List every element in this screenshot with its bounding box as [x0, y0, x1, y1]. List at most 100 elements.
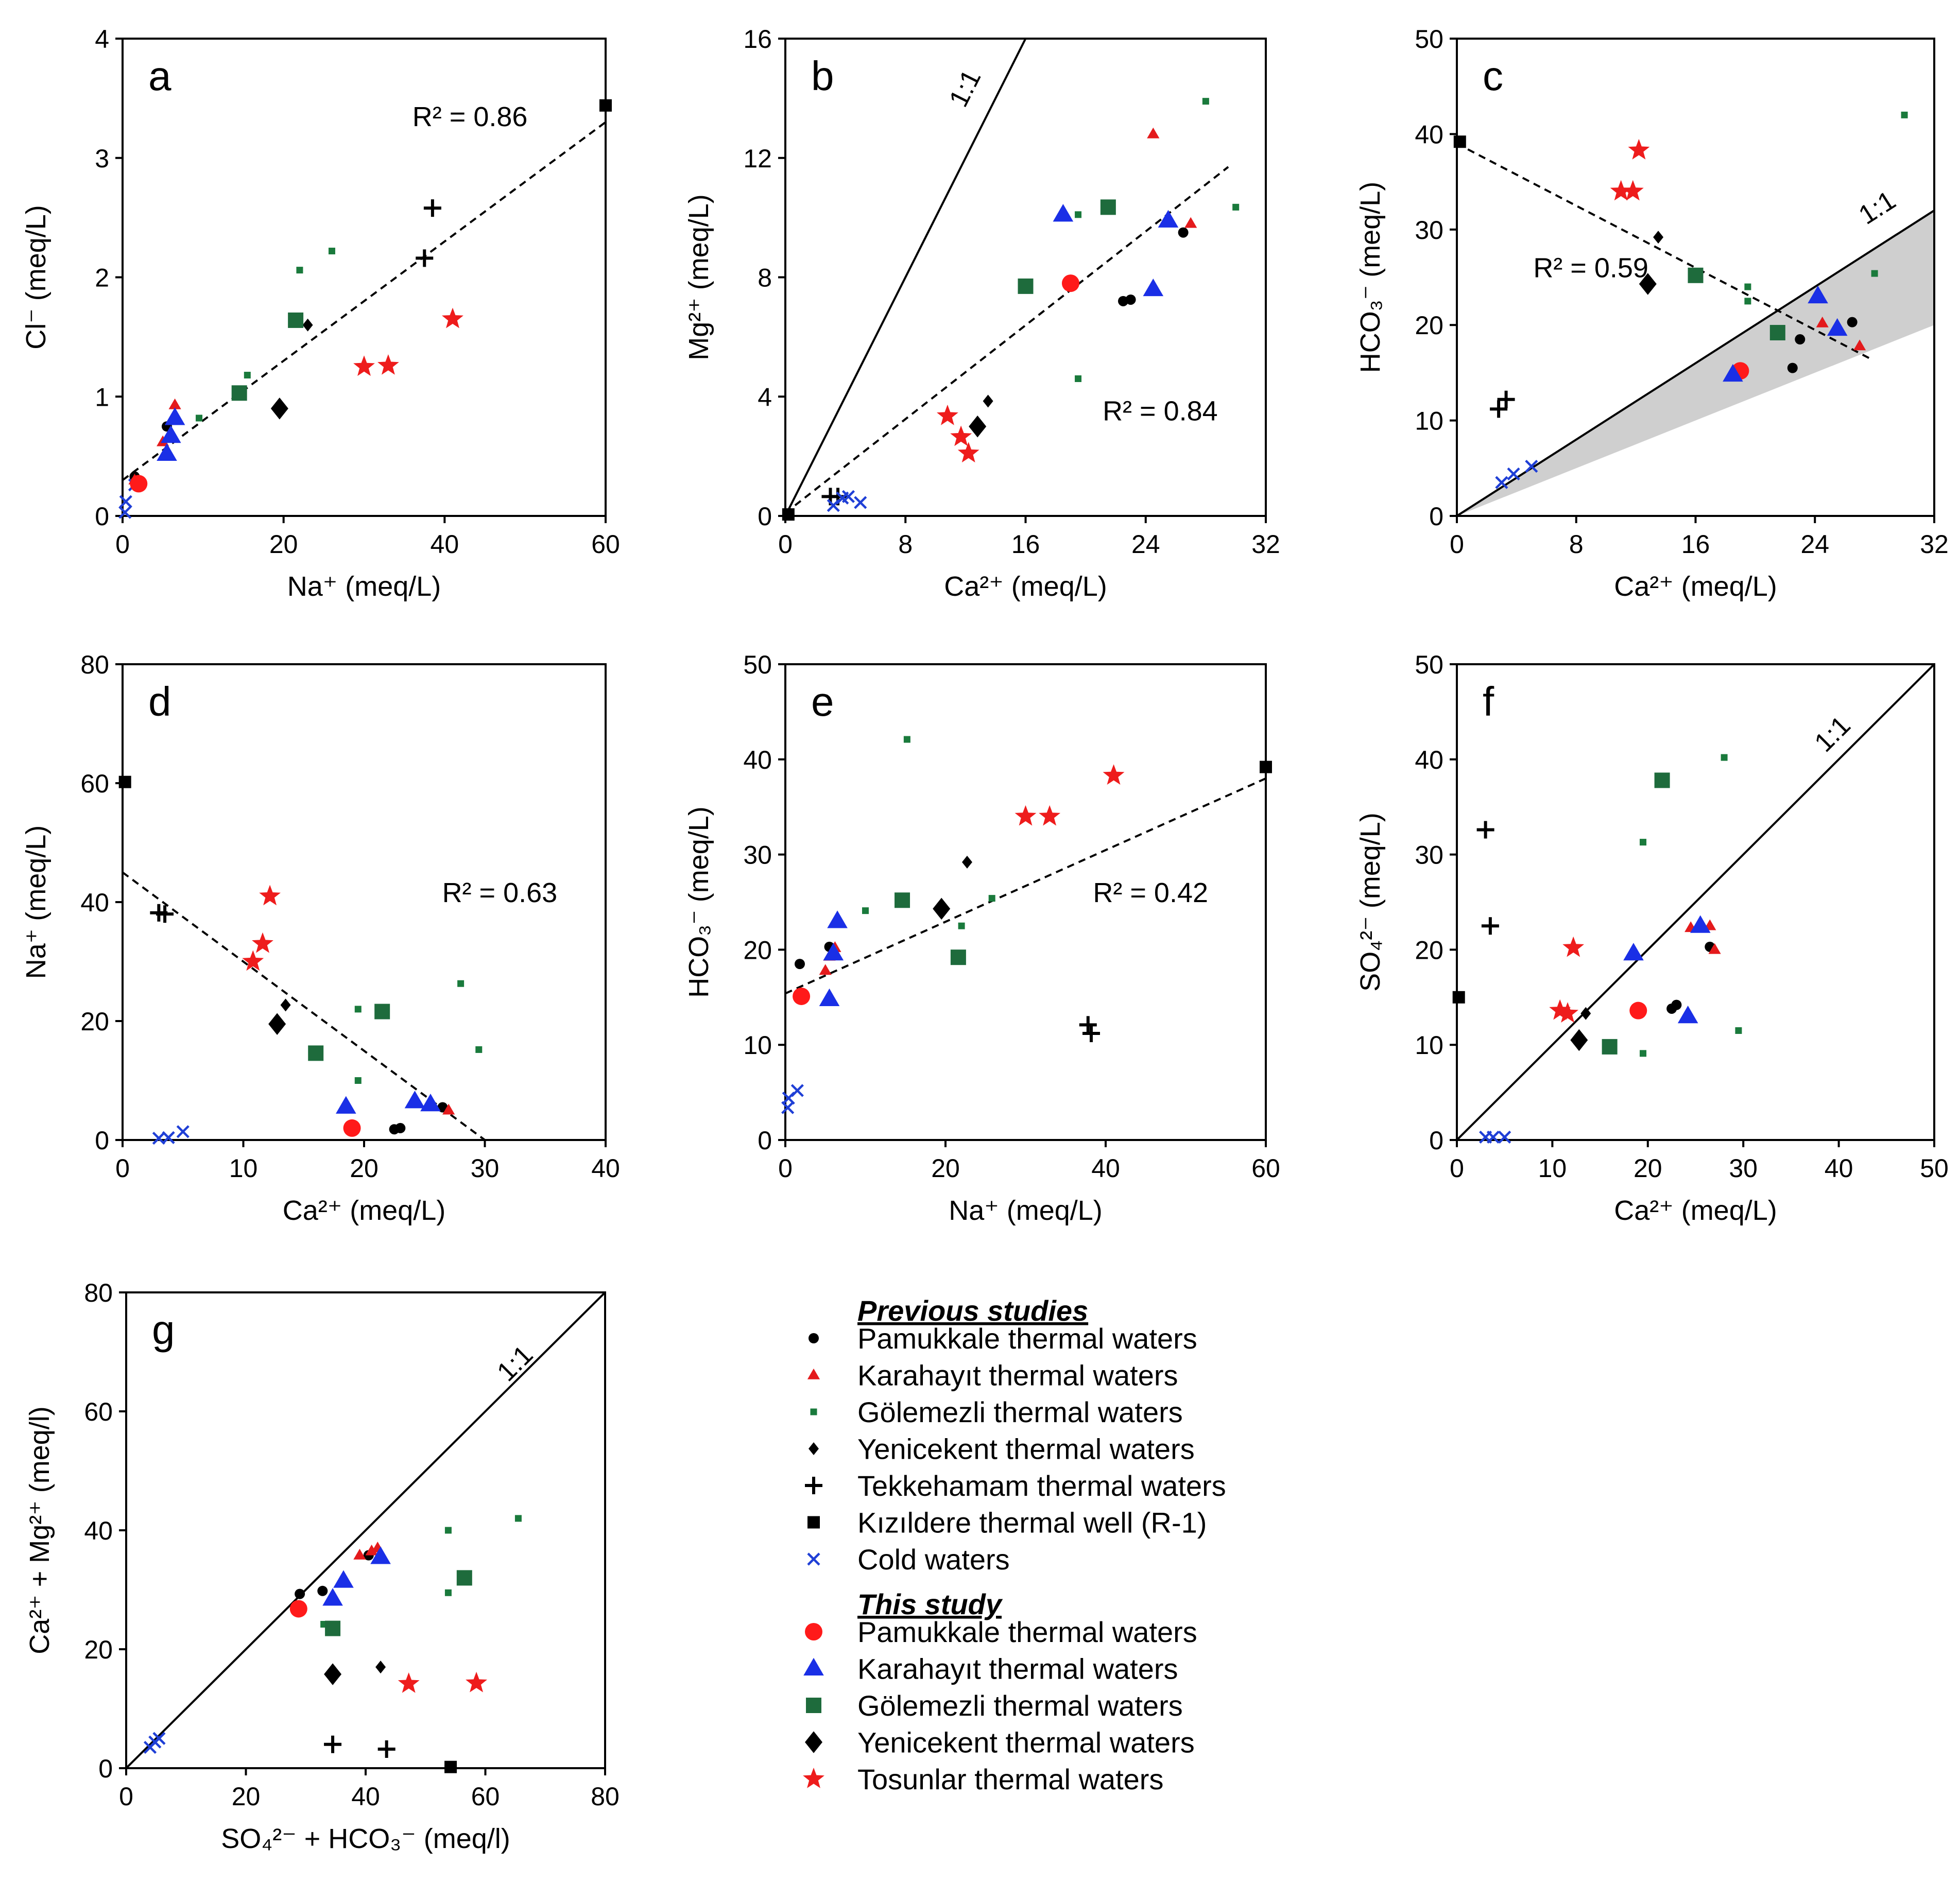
ticks-d: 0 10 20 30 40 0 20 40 60 80	[80, 650, 620, 1183]
one-to-one-label-f: 1:1	[1809, 711, 1856, 758]
r2-label-e: R² = 0.42	[1093, 877, 1208, 908]
point-g-this_tosunlar-0	[398, 1672, 420, 1693]
y-tick-label: 40	[743, 746, 772, 774]
point-a-tekkehamam-0	[423, 199, 441, 217]
point-a-this_golemezli-1	[288, 312, 304, 328]
x-tick-label: 16	[1011, 530, 1040, 559]
x-tick-label: 24	[1131, 530, 1160, 559]
point-a-this_karahayit-1	[161, 425, 181, 443]
point-d-this_karahayit-1	[404, 1091, 425, 1109]
regression-line-c	[1457, 143, 1872, 360]
legend-label-this_yenicekent: Yenicekent thermal waters	[857, 1726, 1195, 1759]
legend-marker-this_pamukkale	[805, 1623, 822, 1640]
y-tick-label: 0	[758, 1126, 772, 1155]
point-b-this_tosunlar-2	[957, 442, 979, 463]
ticks-f: 0 10 20 30 40 50 0 10 20 30 40 50	[1415, 650, 1948, 1183]
panel-letter-a: a	[148, 53, 171, 99]
x-tick-label: 20	[232, 1782, 261, 1811]
y-tick-label: 20	[84, 1635, 113, 1664]
panel-letter-f: f	[1483, 679, 1494, 724]
x-axis-label-a: Na⁺ (meq/L)	[287, 571, 441, 602]
y-tick-label: 50	[1415, 25, 1443, 54]
y-tick-label: 0	[95, 1126, 109, 1155]
x-tick-label: 0	[1450, 1154, 1464, 1183]
y-tick-label: 16	[743, 25, 772, 54]
chart-panel-e: 0 20 40 60 0 10 20 30 40 50 Na⁺ (meq/L) HCO₃⁻ (meq/…	[683, 650, 1280, 1226]
y-tick-label: 20	[1415, 311, 1443, 340]
point-b-this_karahayit-2	[1143, 278, 1164, 297]
y-tick-label: 40	[84, 1516, 113, 1545]
x-tick-label: 20	[931, 1154, 960, 1183]
y-tick-label: 0	[758, 502, 772, 531]
y-axis-label-g: Ca²⁺ + Mg²⁺ (meq/l)	[24, 1406, 55, 1654]
x-tick-label: 40	[1825, 1154, 1853, 1183]
point-f-karahayit-2	[1708, 943, 1721, 954]
x-tick-label: 0	[119, 1782, 133, 1811]
y-tick-label: 50	[743, 650, 772, 679]
point-b-this_karahayit-1	[1158, 210, 1179, 228]
y-tick-label: 0	[1429, 1126, 1443, 1155]
y-tick-label: 10	[1415, 407, 1443, 436]
ticks-g: 0 20 40 60 80 0 20 40 60 80	[84, 1279, 619, 1811]
point-b-yenicekent-0	[983, 394, 993, 408]
legend-marker-kizildere	[807, 1516, 820, 1529]
y-tick-label: 40	[80, 888, 109, 917]
x-tick-label: 0	[778, 1154, 793, 1183]
point-b-this_tosunlar-0	[937, 404, 958, 425]
point-g-tekkehamam-0	[324, 1735, 342, 1753]
x-axis-label-c: Ca²⁺ (meq/L)	[1614, 571, 1777, 602]
legend-label-this_golemezli: Gölemezli thermal waters	[857, 1689, 1183, 1722]
plot-frame-a	[122, 38, 607, 517]
x-tick-label: 60	[471, 1782, 500, 1811]
x-tick-label: 20	[1634, 1154, 1662, 1183]
point-d-pamukkale-1	[395, 1122, 406, 1133]
legend-label-tekkehamam: Tekkehamam thermal waters	[857, 1470, 1226, 1502]
y-tick-label: 0	[98, 1754, 113, 1783]
point-f-golemezli-1	[1640, 839, 1647, 846]
r2-label-d: R² = 0.63	[442, 877, 558, 908]
regression-line-d	[123, 871, 486, 1140]
y-axis-label-d: Na⁺ (meq/L)	[21, 825, 51, 979]
x-tick-label: 8	[898, 530, 913, 559]
point-c-tekkehamam-1	[1497, 390, 1515, 408]
y-tick-label: 1	[95, 383, 109, 411]
one-to-one-label-c: 1:1	[1853, 185, 1901, 231]
y-axis-label-c: HCO₃⁻ (meq/L)	[1355, 182, 1386, 373]
y-tick-label: 60	[80, 769, 109, 798]
point-d-golemezli-3	[475, 1046, 483, 1053]
data-points-g	[143, 1515, 522, 1773]
point-d-golemezli-2	[457, 980, 465, 987]
x-tick-label: 40	[431, 530, 459, 559]
point-g-yenicekent-0	[375, 1661, 386, 1674]
legend-label-golemezli: Gölemezli thermal waters	[857, 1396, 1183, 1428]
point-a-kizildere-0	[599, 99, 612, 112]
point-g-pamukkale-0	[295, 1588, 305, 1599]
point-e-golemezli-2	[958, 922, 965, 929]
point-c-golemezli-1	[1744, 283, 1751, 290]
legend-label-this_tosunlar: Tosunlar thermal waters	[857, 1763, 1163, 1795]
point-c-this_tosunlar-2	[1628, 139, 1650, 160]
point-g-this_karahayit-2	[370, 1546, 391, 1564]
legend-marker-pamukkale	[809, 1333, 819, 1343]
point-d-this_karahayit-0	[336, 1096, 356, 1114]
point-b-this_golemezli-0	[1018, 278, 1034, 294]
data-points-f	[1452, 754, 1742, 1144]
point-c-golemezli-2	[1871, 270, 1878, 277]
point-d-this_pamukkale-0	[343, 1119, 361, 1137]
y-tick-label: 30	[1415, 841, 1443, 870]
point-g-this_tosunlar-1	[466, 1671, 487, 1692]
point-f-yenicekent-0	[1580, 1007, 1591, 1020]
point-a-golemezli-2	[296, 267, 303, 274]
x-tick-label: 60	[591, 530, 620, 559]
y-tick-label: 60	[84, 1397, 113, 1426]
y-tick-label: 4	[758, 383, 772, 411]
x-tick-label: 24	[1800, 530, 1829, 559]
one-to-one-line-f	[1457, 664, 1934, 1140]
data-points-d	[118, 775, 483, 1145]
point-g-golemezli-3	[514, 1515, 522, 1522]
point-c-karahayit-0	[1816, 316, 1829, 327]
x-tick-label: 50	[1920, 1154, 1949, 1183]
point-e-this_golemezli-1	[950, 949, 966, 965]
one-to-one-line-g	[126, 1292, 605, 1768]
